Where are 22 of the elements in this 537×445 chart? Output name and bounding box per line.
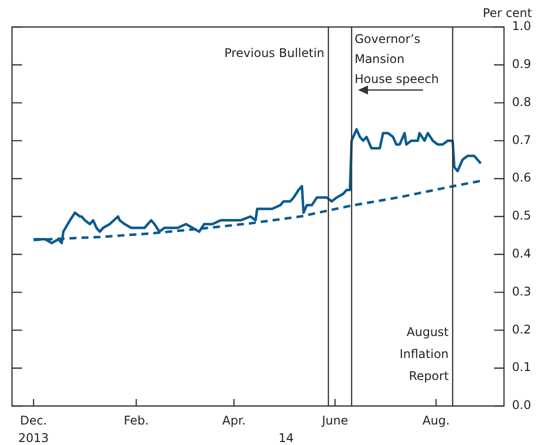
x-tick-label: Apr.: [222, 413, 246, 428]
ref-line-label: Governor’s Mansion House speech: [354, 32, 439, 86]
x-tick-label: Aug.: [422, 413, 450, 428]
text: 2013: [18, 431, 49, 445]
x-tick-label: Feb.: [124, 413, 149, 428]
y-tick-label: 0.8: [512, 94, 532, 109]
x-tick-label: June: [320, 413, 348, 428]
x-tick-label: Dec.: [20, 413, 48, 428]
ref-line-label: Previous Bulletin: [224, 46, 324, 60]
y-axis-title: Per cent: [482, 6, 532, 20]
y-tick-label: 0.1: [512, 360, 532, 374]
ref-line-label: August Inflation Report: [400, 325, 449, 383]
y-tick-label: 0.0: [512, 398, 532, 412]
y-tick-label: 0.2: [512, 322, 532, 336]
y-tick-label: 0.5: [512, 208, 532, 223]
y-tick-label: 0.3: [512, 284, 532, 298]
y-tick-label: 0.6: [512, 170, 532, 185]
text: 14: [278, 431, 294, 445]
y-tick-label: 0.7: [512, 132, 532, 147]
y-tick-label: 0.4: [512, 246, 532, 261]
y-tick-label: 1.0: [512, 19, 532, 34]
y-tick-label: 0.9: [512, 57, 532, 72]
